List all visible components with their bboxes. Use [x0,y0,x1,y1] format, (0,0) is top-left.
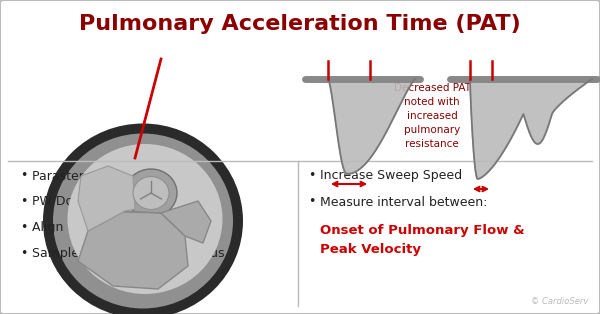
Text: •: • [20,221,28,235]
Ellipse shape [125,169,177,217]
Ellipse shape [133,176,169,209]
Text: Measure interval between:: Measure interval between: [320,196,487,208]
Ellipse shape [67,144,223,294]
Text: Increase Sweep Speed: Increase Sweep Speed [320,170,462,182]
Polygon shape [78,211,188,289]
Text: •: • [308,170,316,182]
Text: •: • [20,247,28,261]
Text: Align Doppler with Flow: Align Doppler with Flow [32,221,180,235]
Polygon shape [470,79,592,179]
Text: Decreased PAT
noted with
increased
pulmonary
resistance: Decreased PAT noted with increased pulmo… [394,83,470,149]
Text: PW Doppler: PW Doppler [32,196,105,208]
Text: Sample Volume at the Annulus: Sample Volume at the Annulus [32,247,224,261]
Polygon shape [161,201,211,243]
Text: Pulmonary Acceleration Time (PAT): Pulmonary Acceleration Time (PAT) [79,14,521,34]
Text: Parasternal Short-Axis: Parasternal Short-Axis [32,170,170,182]
Ellipse shape [43,123,243,314]
Text: •: • [308,196,316,208]
Text: Onset of Pulmonary Flow &
Peak Velocity: Onset of Pulmonary Flow & Peak Velocity [320,224,524,256]
Text: © CardioServ: © CardioServ [530,297,588,306]
Polygon shape [328,79,415,174]
Polygon shape [78,166,135,231]
Text: •: • [20,170,28,182]
Text: •: • [20,196,28,208]
Ellipse shape [53,133,233,308]
